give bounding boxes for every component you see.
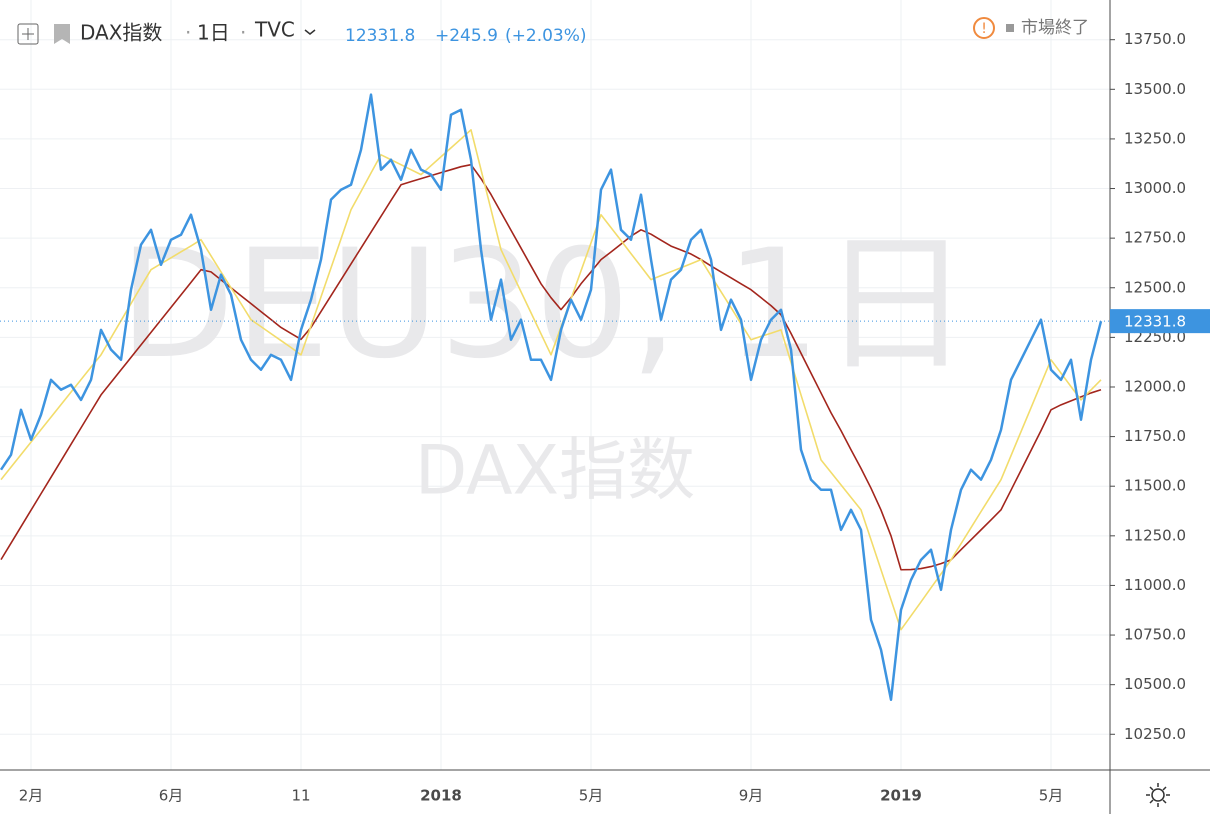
y-tick-label: 11500.0 (1124, 477, 1186, 495)
x-tick-label: 6月 (159, 787, 184, 805)
interval[interactable]: 1日 (197, 21, 230, 45)
y-tick-label: 12000.0 (1124, 377, 1186, 395)
x-tick-label: 9月 (739, 787, 764, 805)
y-tick-label: 13750.0 (1124, 30, 1186, 48)
separator: · (185, 21, 191, 45)
add-icon[interactable] (17, 23, 39, 45)
y-tick-label: 13000.0 (1124, 179, 1186, 197)
add-icon-plus (22, 28, 34, 40)
watermark-name: DAX指数 (415, 432, 695, 511)
x-tick-label: 5月 (579, 787, 604, 805)
price-line (0, 93, 1103, 701)
ma-line (0, 128, 1102, 631)
x-tick-label: 2月 (19, 787, 44, 805)
dropdown-caret[interactable] (304, 29, 316, 35)
market-status: 市場終了 (1021, 18, 1089, 38)
settings-icon-rays (1146, 783, 1170, 807)
x-tick-label: 11 (291, 787, 310, 805)
symbol-icon (54, 24, 70, 44)
settings-icon[interactable] (1151, 788, 1165, 802)
alert-icon-mark: ! (981, 21, 987, 37)
y-tick-label: 10500.0 (1124, 675, 1186, 693)
y-tick-label: 12500.0 (1124, 278, 1186, 296)
status-dot (1006, 24, 1014, 32)
alert-icon[interactable] (973, 17, 995, 39)
plot (0, 93, 1110, 701)
symbol[interactable]: DAX指数 (80, 21, 162, 45)
x-tick-label: 2018 (420, 787, 462, 805)
y-tick-label: 13500.0 (1124, 80, 1186, 98)
y-tick-label: 10250.0 (1124, 725, 1186, 743)
separator: · (240, 21, 246, 45)
last-price-label: 12331.8 (1124, 313, 1186, 331)
price: 12331.8 (345, 26, 415, 46)
source[interactable]: TVC (254, 18, 295, 42)
axes: 10250.0 10500.0 10750.0 11000.0 11250.0 11500… (19, 30, 1210, 805)
last-price-box (1110, 309, 1210, 334)
y-tick-label: 11250.0 (1124, 526, 1186, 544)
y-tick-label: 10750.0 (1124, 626, 1186, 644)
grid (0, 0, 1110, 770)
x-tick-label: 2019 (880, 787, 922, 805)
x-tick-label: 5月 (1039, 787, 1064, 805)
y-tick-label: 11000.0 (1124, 576, 1186, 594)
change: +245.9 (435, 26, 498, 46)
y-tick-label: 13250.0 (1124, 129, 1186, 147)
y-tick-label: 12750.0 (1124, 229, 1186, 247)
watermark-symbol: DEU30, 1日 (119, 218, 971, 392)
y-tick-label: 11750.0 (1124, 427, 1186, 445)
change-pct: (+2.03%) (505, 26, 587, 46)
